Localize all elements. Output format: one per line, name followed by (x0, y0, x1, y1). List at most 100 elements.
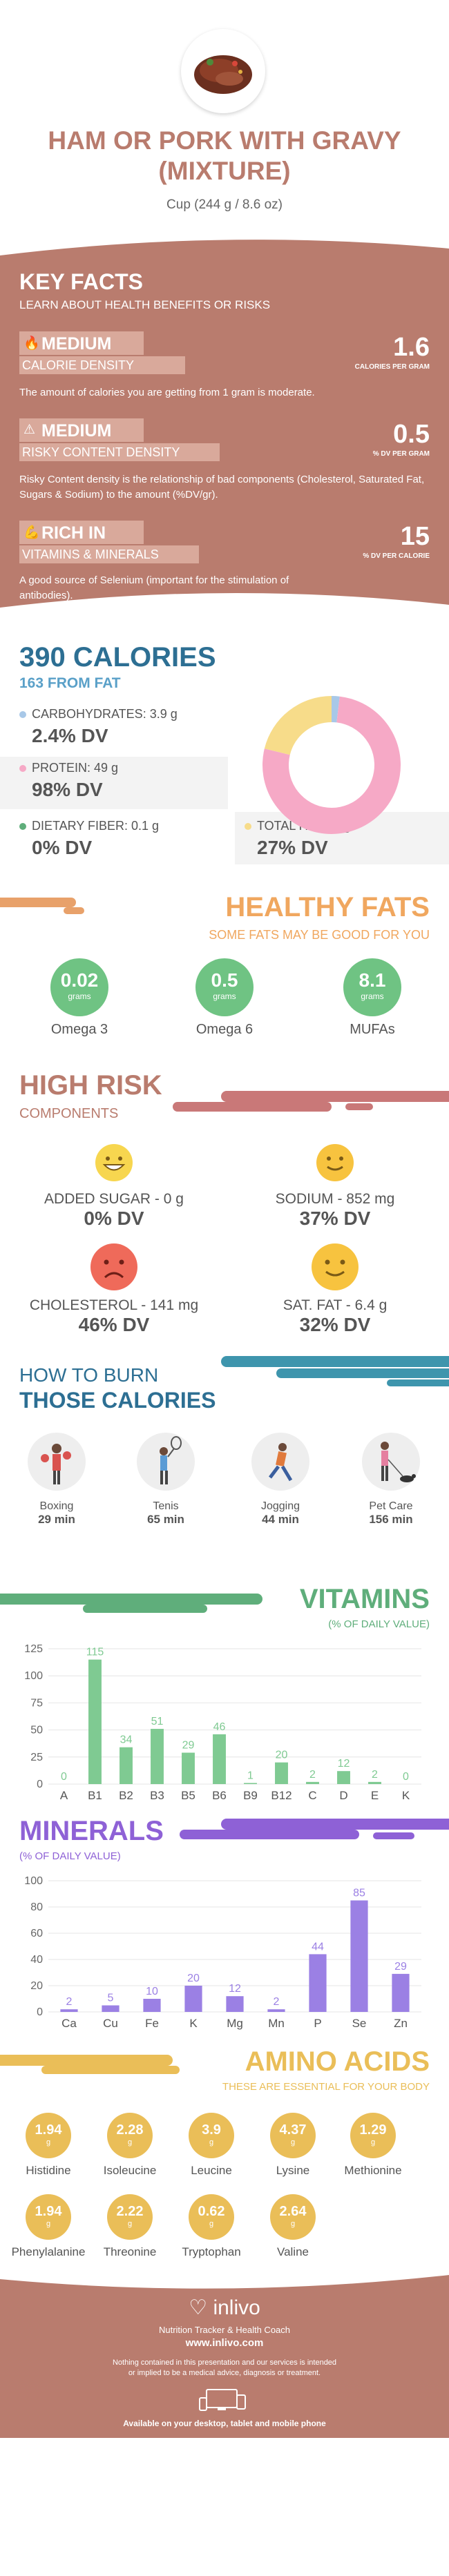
data-label: 1 (247, 1770, 254, 1781)
bar (226, 1996, 244, 2012)
healthy-fats-subtitle: SOME FATS MAY BE GOOD FOR YOU (209, 928, 430, 942)
data-label: 10 (146, 1986, 158, 1997)
x-tick-label: K (402, 1789, 410, 1802)
y-tick-label: 0 (37, 1779, 43, 1790)
y-tick-label: 100 (24, 1670, 43, 1682)
amino-item: 2.64 g Valine (255, 2194, 331, 2259)
vitamins-title: VITAMINS (299, 1584, 430, 1614)
macro-protein: PROTEIN: 49 g 98% DV (0, 757, 228, 809)
x-tick-label: Se (352, 2017, 367, 2030)
amino-item: 4.37 g Lysine (255, 2113, 331, 2178)
amino-unit: g (127, 2220, 133, 2228)
x-tick-label: B9 (243, 1789, 258, 1802)
amino-name: Threonine (103, 2245, 157, 2258)
warning-icon: ⚠ (23, 423, 36, 437)
fact-description: The amount of calories you are getting f… (19, 387, 315, 398)
decor-bar (180, 1830, 359, 1839)
x-tick-label: B1 (88, 1789, 102, 1802)
bar (151, 1729, 164, 1784)
page-title: HAM OR PORK WITH GRAVY (MIXTURE) (48, 126, 401, 185)
high-risk-section: HIGH RISK COMPONENTS ADDED SUGAR - 0 g 0… (0, 1063, 449, 1353)
decor-bar (276, 1368, 449, 1378)
bar (184, 1986, 202, 2012)
amino-value: 2.28 (116, 2122, 144, 2138)
x-tick-label: Fe (145, 2017, 159, 2030)
data-label: 85 (353, 1888, 365, 1899)
y-tick-label: 100 (24, 1875, 43, 1887)
fact-value: 15 (400, 522, 430, 551)
amino-name: Valine (277, 2245, 309, 2258)
amino-item: 2.28 g Isoleucine (92, 2113, 168, 2178)
x-tick-label: Zn (394, 2017, 408, 2030)
data-label: 51 (151, 1716, 164, 1727)
amino-badge: 1.94 g (26, 2194, 71, 2240)
y-tick-label: 25 (30, 1752, 43, 1763)
amino-value: 3.9 (202, 2122, 221, 2138)
data-label: 2 (274, 1996, 280, 2008)
data-label: 12 (338, 1758, 350, 1770)
amino-subtitle: THESE ARE ESSENTIAL FOR YOUR BODY (222, 2081, 430, 2093)
grin-face-icon (95, 1144, 133, 1181)
vitamins-subtitle: (% OF DAILY VALUE) (328, 1618, 430, 1630)
fat-mufas: 8.1 grams MUFAs (327, 958, 417, 1038)
fact-level-badge: 💪 RICH IN (19, 521, 144, 544)
amino-value: 0.62 (198, 2204, 225, 2219)
macro-donut-chart (262, 696, 401, 834)
x-tick-label: D (339, 1789, 347, 1802)
devices-icon (199, 2389, 246, 2411)
bar (120, 1747, 133, 1784)
amino-badge: 3.9 g (189, 2113, 234, 2158)
jogging-icon (251, 1433, 309, 1491)
amino-badge: 1.94 g (26, 2113, 71, 2158)
fact-unit: % DV PER CALORIE (363, 552, 430, 560)
y-tick-label: 75 (30, 1697, 43, 1709)
flame-icon: 🔥 (23, 336, 40, 351)
x-tick-label: B6 (212, 1789, 227, 1802)
y-tick-label: 20 (30, 1980, 43, 1992)
fact-unit: % DV PER GRAM (372, 450, 430, 458)
risk-sodium: SODIUM - 852 mg 37% DV (235, 1143, 435, 1230)
donut-slice (332, 696, 340, 723)
boxing-icon (28, 1433, 86, 1491)
amino-unit: g (127, 2138, 133, 2147)
y-tick-label: 0 (37, 2006, 43, 2018)
heart-icon: ♡ (189, 2296, 208, 2319)
decor-bar (173, 1102, 332, 1112)
footer: ♡ inlivo Nutrition Tracker & Health Coac… (0, 2272, 449, 2438)
minerals-bar-chart: 0 20 40 60 80 100 2 Ca 5 Cu 10 Fe 20 K 12 Mg 2 Mn 44 P 85 Se 2… (24, 1875, 421, 2030)
serving-size: Cup (244 g / 8.6 oz) (166, 197, 283, 212)
footer-tagline: Nutrition Tracker & Health Coach (158, 2325, 291, 2335)
x-tick-label: B3 (150, 1789, 164, 1802)
data-label: 29 (394, 1961, 407, 1973)
bar (337, 1771, 350, 1784)
burn-jogging: Jogging 44 min (249, 1432, 312, 1527)
fat-omega6: 0.5 grams Omega 6 (180, 958, 269, 1038)
bar (182, 1752, 195, 1784)
decor-bar (221, 1819, 449, 1830)
food-photo (181, 29, 265, 113)
x-tick-label: K (189, 2017, 198, 2030)
fact-unit: CALORIES PER GRAM (354, 363, 430, 371)
decor-bar (221, 1091, 449, 1102)
amino-name: Tryptophan (182, 2245, 241, 2258)
amino-item: 1.94 g Histidine (10, 2113, 86, 2178)
footer-logo: ♡ inlivo (189, 2296, 260, 2319)
burn-title-line2: THOSE CALORIES (19, 1388, 216, 1413)
bar (244, 1783, 257, 1784)
decor-bar (387, 1379, 449, 1386)
footer-url[interactable]: www.inlivo.com (185, 2337, 264, 2349)
tennis-icon (137, 1433, 195, 1491)
key-facts-section: KEY FACTS LEARN ABOUT HEALTH BENEFITS OR… (0, 235, 449, 608)
x-tick-label: A (60, 1789, 68, 1802)
bar (392, 1973, 410, 2012)
y-tick-label: 40 (30, 1954, 43, 1966)
bar (143, 1999, 161, 2012)
amino-unit: g (46, 2138, 51, 2147)
amino-name: Lysine (276, 2164, 310, 2177)
decor-bar (373, 1832, 414, 1839)
legend-dot (245, 823, 251, 830)
legend-dot (19, 711, 26, 718)
legend-dot (19, 765, 26, 772)
fact-label: CALORIE DENSITY (19, 356, 185, 374)
x-tick-label: Cu (103, 2017, 118, 2030)
